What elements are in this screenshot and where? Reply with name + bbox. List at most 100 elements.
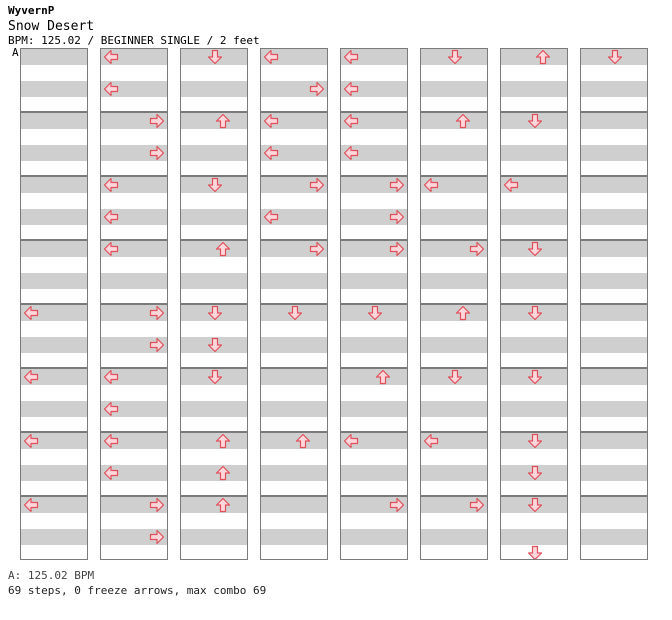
beat-stripe	[501, 401, 567, 417]
beat-stripe	[21, 529, 87, 545]
beat-stripe	[101, 497, 167, 513]
left-arrow-icon	[103, 49, 119, 65]
beat-stripe	[101, 305, 167, 321]
measure-box	[20, 368, 88, 432]
beat-stripe	[341, 401, 407, 417]
beat-stripe	[261, 529, 327, 545]
measure-box	[580, 304, 648, 368]
left-arrow-icon	[103, 81, 119, 97]
left-arrow-icon	[343, 145, 359, 161]
beat-stripe	[21, 177, 87, 193]
left-arrow-icon	[103, 401, 119, 417]
down-arrow-icon	[527, 465, 543, 481]
beat-stripe	[261, 465, 327, 481]
measure-box	[580, 112, 648, 176]
beat-stripe	[421, 273, 487, 289]
beat-stripe	[341, 209, 407, 225]
left-arrow-icon	[103, 177, 119, 193]
beat-stripe	[101, 113, 167, 129]
up-arrow-icon	[215, 241, 231, 257]
right-arrow-icon	[149, 529, 165, 545]
beat-stripe	[421, 177, 487, 193]
measure-box	[20, 496, 88, 560]
measure-box	[500, 176, 568, 240]
measure-box	[340, 368, 408, 432]
measure-box	[340, 304, 408, 368]
beat-stripe	[341, 465, 407, 481]
beat-stripe	[341, 177, 407, 193]
beat-stripe	[101, 177, 167, 193]
beat-stripe	[581, 145, 647, 161]
measure-box	[260, 176, 328, 240]
beat-stripe	[341, 529, 407, 545]
down-arrow-icon	[207, 177, 223, 193]
beat-stripe	[21, 369, 87, 385]
measure-box	[100, 496, 168, 560]
left-arrow-icon	[23, 433, 39, 449]
beat-stripe	[261, 113, 327, 129]
beat-stripe	[341, 273, 407, 289]
down-arrow-icon	[527, 113, 543, 129]
bpm-marker-label: A	[12, 46, 19, 59]
beat-stripe	[261, 401, 327, 417]
down-arrow-icon	[527, 369, 543, 385]
right-arrow-icon	[149, 337, 165, 353]
beat-stripe	[581, 81, 647, 97]
measure-box	[260, 496, 328, 560]
down-arrow-icon	[607, 49, 623, 65]
beat-stripe	[581, 113, 647, 129]
beat-stripe	[581, 433, 647, 449]
measure-box	[260, 368, 328, 432]
left-arrow-icon	[263, 113, 279, 129]
beat-stripe	[581, 401, 647, 417]
beat-stripe	[421, 497, 487, 513]
beat-stripe	[581, 241, 647, 257]
beat-stripe	[101, 465, 167, 481]
measure-box	[180, 112, 248, 176]
beat-stripe	[181, 81, 247, 97]
measure-box	[260, 240, 328, 304]
beat-stripe	[261, 49, 327, 65]
left-arrow-icon	[103, 369, 119, 385]
beat-stripe	[421, 81, 487, 97]
measure-box	[260, 432, 328, 496]
measure-box	[20, 48, 88, 112]
left-arrow-icon	[263, 145, 279, 161]
right-arrow-icon	[309, 81, 325, 97]
measure-box	[180, 368, 248, 432]
beat-stripe	[181, 209, 247, 225]
beat-stripe	[501, 81, 567, 97]
beat-stripe	[21, 113, 87, 129]
measure-box	[580, 496, 648, 560]
measure-box	[580, 368, 648, 432]
left-arrow-icon	[343, 49, 359, 65]
left-arrow-icon	[503, 177, 519, 193]
measure-box	[260, 48, 328, 112]
measure-box	[500, 368, 568, 432]
beat-stripe	[101, 433, 167, 449]
down-arrow-icon	[207, 305, 223, 321]
left-arrow-icon	[423, 177, 439, 193]
measure-box	[580, 176, 648, 240]
left-arrow-icon	[103, 241, 119, 257]
up-arrow-icon	[375, 369, 391, 385]
right-arrow-icon	[149, 497, 165, 513]
measure-box	[340, 176, 408, 240]
measure-box	[340, 496, 408, 560]
beat-stripe	[341, 145, 407, 161]
beat-stripe	[421, 401, 487, 417]
beat-stripe	[341, 369, 407, 385]
beat-stripe	[581, 497, 647, 513]
beat-stripe	[181, 241, 247, 257]
beat-stripe	[421, 433, 487, 449]
song-title: Snow Desert	[8, 19, 95, 34]
up-arrow-icon	[455, 113, 471, 129]
measure-box	[420, 304, 488, 368]
beat-stripe	[341, 241, 407, 257]
beat-stripe	[181, 465, 247, 481]
beat-stripe	[181, 433, 247, 449]
beat-stripe	[421, 465, 487, 481]
beat-stripe	[581, 305, 647, 321]
down-arrow-icon	[207, 49, 223, 65]
down-arrow-icon	[527, 305, 543, 321]
